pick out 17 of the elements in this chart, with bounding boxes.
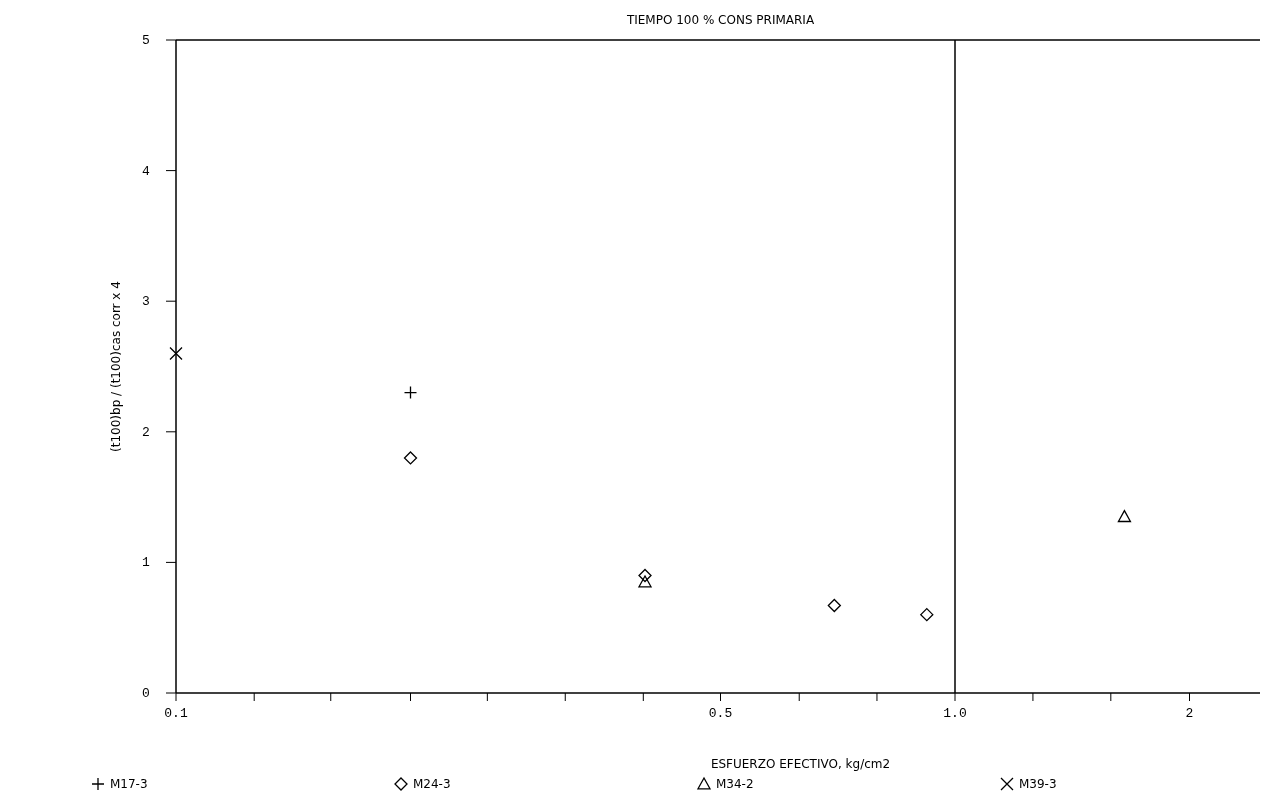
- y-tick-label: 0: [142, 686, 150, 701]
- x-axis-title: ESFUERZO EFECTIVO, kg/cm2: [710, 757, 891, 771]
- x-tick-label: 1.0: [943, 706, 967, 721]
- y-axis-title: (t100)bp / (t100)cas corr x 4: [109, 281, 123, 452]
- x-tick-label: 2: [1185, 706, 1194, 721]
- x-tick-label: 0.5: [708, 706, 733, 721]
- chart-title: TIEMPO 100 % CONS PRIMARIA: [625, 13, 815, 27]
- legend-label: M17-3: [110, 777, 148, 791]
- y-tick-label: 2: [142, 424, 150, 440]
- x-tick-label: 0.1: [164, 706, 188, 721]
- y-tick-label: 5: [142, 33, 150, 48]
- y-tick-label: 3: [142, 294, 150, 310]
- y-tick-label: 4: [142, 163, 151, 179]
- legend-label: M39-3: [1019, 777, 1057, 791]
- legend-label: M24-3: [413, 777, 451, 791]
- y-tick-label: 1: [142, 555, 151, 571]
- legend-label: M34-2: [716, 777, 754, 791]
